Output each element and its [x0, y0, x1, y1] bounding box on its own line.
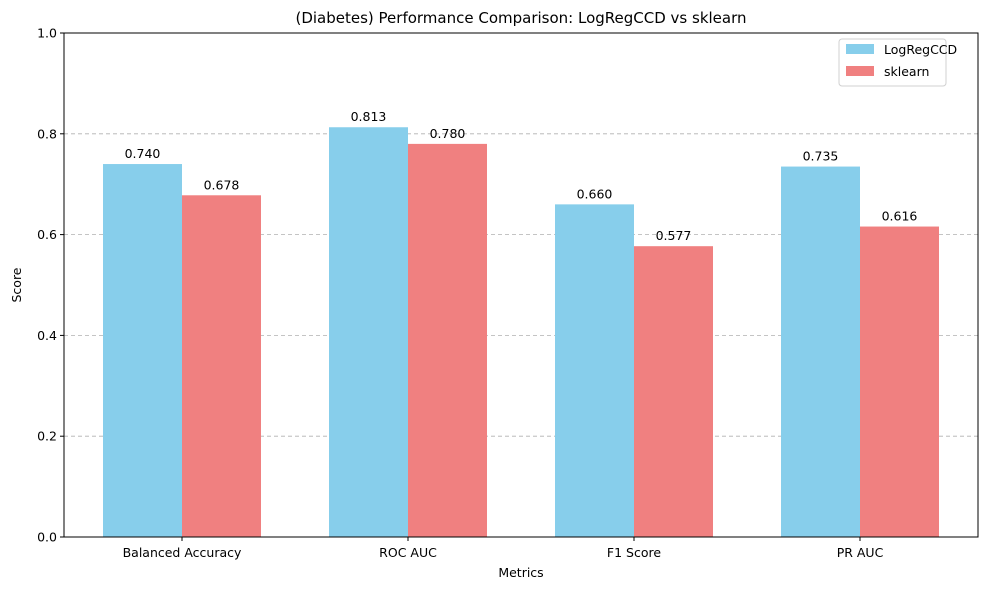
chart-title: (Diabetes) Performance Comparison: LogRe…	[295, 9, 746, 27]
x-tick-label: F1 Score	[607, 545, 661, 560]
bar-value-label: 0.616	[882, 209, 918, 224]
bars	[103, 127, 939, 538]
grid-lines	[64, 133, 978, 437]
bar-value-label: 0.735	[803, 149, 839, 164]
y-tick-label: 0.6	[37, 227, 57, 242]
bar-value-label: 0.813	[351, 109, 387, 124]
x-axis-label: Metrics	[498, 565, 543, 580]
bar-sklearn	[408, 143, 487, 537]
y-tick-label: 0.8	[37, 126, 57, 141]
bar-sklearn	[634, 246, 713, 537]
bar-logregccd	[781, 166, 860, 537]
y-tick-label: 0.0	[37, 530, 57, 545]
x-tick-label: ROC AUC	[379, 545, 437, 560]
plot-frame	[63, 32, 979, 538]
y-axis-label: Score	[9, 267, 24, 302]
bar-sklearn	[182, 195, 261, 537]
legend: LogRegCCD sklearn	[838, 38, 957, 87]
bar-logregccd	[329, 127, 408, 538]
y-tick-label: 0.4	[37, 328, 57, 343]
legend-items: LogRegCCD sklearn	[846, 42, 957, 79]
bar-logregccd	[103, 164, 182, 538]
bar-logregccd	[555, 204, 634, 538]
bar-value-label: 0.780	[430, 126, 466, 141]
legend-swatch-logregccd	[846, 44, 874, 54]
y-axis-ticks: 0.0 0.2 0.4 0.6 0.8 1.0	[37, 26, 64, 545]
bar-value-label: 0.740	[125, 146, 161, 161]
legend-label-sklearn: sklearn	[884, 64, 929, 79]
y-tick-label: 0.2	[37, 429, 57, 444]
bar-value-labels: 0.740 0.678 0.813 0.780 0.660 0.577 0.735 0.616	[125, 109, 918, 243]
bar-value-label: 0.660	[577, 186, 613, 201]
bar-sklearn	[860, 226, 939, 537]
x-tick-label: Balanced Accuracy	[123, 545, 242, 560]
x-tick-label: PR AUC	[837, 545, 884, 560]
x-axis-ticks: Balanced Accuracy ROC AUC F1 Score PR AUC	[123, 537, 884, 560]
y-tick-label: 1.0	[37, 26, 57, 41]
bar-value-label: 0.678	[204, 177, 240, 192]
bar-value-label: 0.577	[656, 228, 692, 243]
legend-swatch-sklearn	[846, 66, 874, 76]
legend-label-logregccd: LogRegCCD	[884, 42, 957, 57]
